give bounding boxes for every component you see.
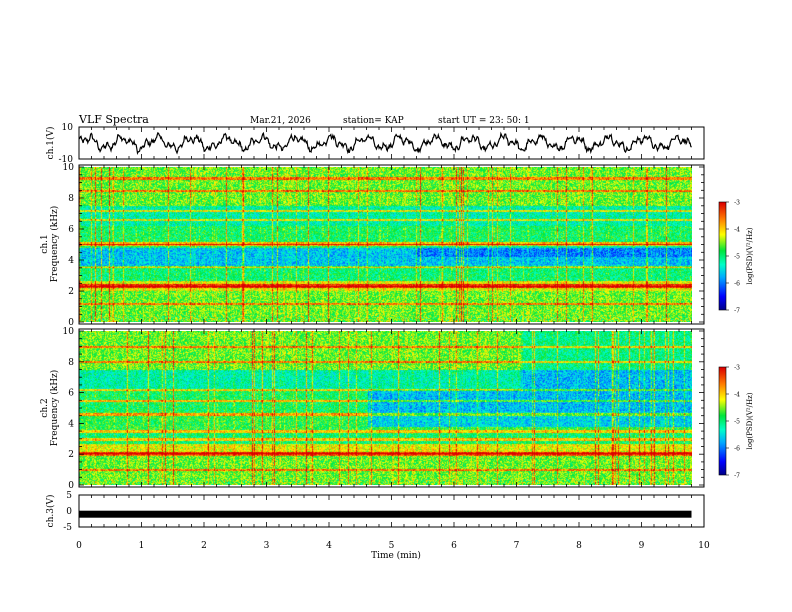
y-tick-label: 4 — [68, 256, 74, 266]
colorbar-2: -3 -4 -5 -6 -7 log(PSD)(V²/Hz) — [718, 365, 754, 480]
station-label: station= KAP — [343, 116, 404, 126]
colorbar-2-gradient — [719, 367, 726, 475]
colorbar-2-ticks: -3 -4 -5 -6 -7 — [726, 365, 740, 480]
y-tick-label: 6 — [68, 225, 74, 235]
colorbar-tick-label: -5 — [734, 419, 740, 426]
x-tick-label: 9 — [639, 541, 645, 551]
ch3-xticks — [78, 495, 705, 527]
ch3-ytick-top: 5 — [66, 491, 72, 501]
colorbar-tick-label: -6 — [734, 281, 740, 288]
colorbar-tick-label: -4 — [734, 392, 740, 399]
x-tick-label: 5 — [389, 541, 395, 551]
ch3-panel: 5 0 -5 ch.3(V) — [45, 491, 705, 533]
colorbar-tick-label: -5 — [734, 254, 740, 261]
ch3-ylabel: ch.3(V) — [45, 495, 56, 528]
colorbar-2-label: log(PSD)(V²/Hz) — [746, 392, 754, 449]
ch2-spectrogram-xticks — [78, 329, 705, 487]
y-tick-label: 8 — [68, 194, 74, 204]
colorbar-1: -3 -4 -5 -6 -7 log(PSD)(V²/Hz) — [718, 200, 754, 315]
ch2-spectrogram-yticks: 0 2 4 6 8 10 — [63, 327, 704, 491]
colorbar-tick-label: -3 — [734, 365, 740, 372]
x-tick-label: 6 — [451, 541, 457, 551]
x-tick-label: 8 — [576, 541, 582, 551]
ch3-ytick-mid: 0 — [66, 507, 72, 517]
ch1-ylabel: ch.1(V) — [45, 127, 56, 160]
ch2-spectrogram-image — [79, 331, 692, 485]
y-tick-label: 0 — [68, 481, 74, 491]
colorbar-1-ticks: -3 -4 -5 -6 -7 — [726, 200, 740, 315]
date-label: Mar.21, 2026 — [250, 116, 311, 126]
ch1-spectrogram-yticks: 0 2 4 6 8 10 — [63, 163, 704, 328]
y-tick-label: 2 — [68, 450, 74, 460]
ch2-spec-ylabel-freq: Frequency (kHz) — [49, 370, 60, 447]
x-axis-label: Time (min) — [371, 550, 421, 561]
colorbar-tick-label: -7 — [734, 308, 740, 315]
colorbar-tick-label: -4 — [734, 227, 740, 234]
chart-title: VLF Spectra — [78, 113, 149, 126]
ch1-waveform-panel: 10 -10 ch.1(V) — [45, 123, 705, 165]
y-tick-label: 8 — [68, 358, 74, 368]
x-tick-label: 7 — [514, 541, 520, 551]
ch2-spectrogram-panel: 0 2 4 6 8 10 ch.2 Frequency (kHz) — [40, 327, 705, 491]
ch2-spec-ylabel: ch.2 — [40, 398, 50, 417]
colorbar-tick-label: -7 — [734, 473, 740, 480]
ch1-ytick-top: 10 — [62, 123, 74, 133]
y-tick-label: 4 — [68, 419, 74, 429]
ch3-level-line — [79, 510, 692, 518]
ch1-spectrogram-image — [79, 167, 692, 322]
y-tick-label: 10 — [63, 163, 75, 173]
x-axis-tick-labels: 0 1 2 3 4 5 6 7 8 9 10 — [76, 541, 710, 551]
start-time-label: start UT = 23: 50: 1 — [438, 116, 530, 126]
colorbar-1-label: log(PSD)(V²/Hz) — [746, 227, 754, 284]
ch1-ytick-bottom: -10 — [59, 155, 74, 165]
x-tick-label: 4 — [326, 541, 332, 551]
ch1-waveform-line — [78, 131, 692, 156]
ch1-spec-ylabel: ch.1 — [40, 234, 50, 253]
ch1-spectrogram-panel: 0 2 4 6 8 10 ch.1 Frequency (kHz) — [40, 163, 705, 328]
x-tick-label: 2 — [201, 541, 207, 551]
x-tick-label: 10 — [698, 541, 710, 551]
colorbar-1-gradient — [719, 202, 726, 310]
x-tick-label: 0 — [76, 541, 82, 551]
ch3-ytick-bottom: -5 — [63, 523, 72, 533]
x-tick-label: 3 — [264, 541, 270, 551]
ch1-waveform-xticks — [78, 127, 705, 159]
y-tick-label: 2 — [68, 287, 74, 297]
ch1-spec-ylabel-freq: Frequency (kHz) — [49, 206, 60, 283]
y-tick-label: 6 — [68, 389, 74, 399]
y-tick-label: 0 — [68, 318, 74, 328]
ch1-spectrogram-xticks — [78, 165, 705, 324]
colorbar-tick-label: -3 — [734, 200, 740, 207]
colorbar-tick-label: -6 — [734, 446, 740, 453]
x-tick-label: 1 — [139, 541, 145, 551]
y-tick-label: 10 — [63, 327, 75, 337]
